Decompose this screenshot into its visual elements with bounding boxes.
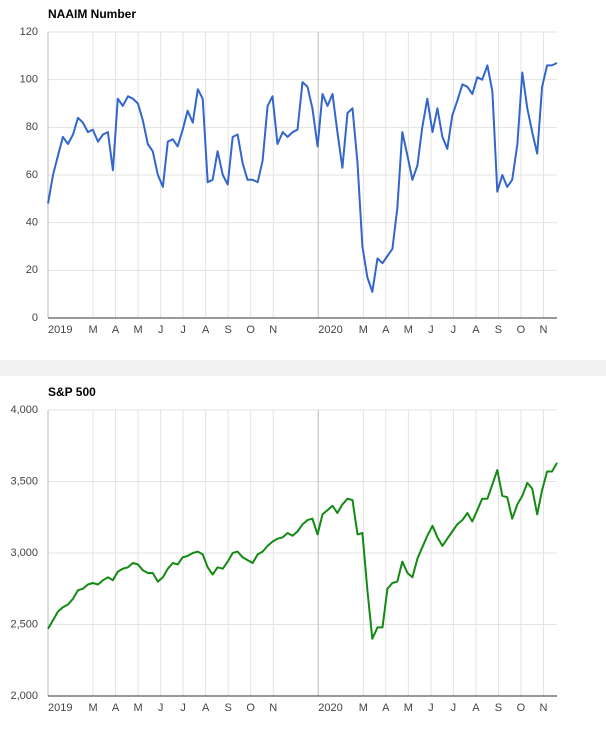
x-tick-label: M	[404, 702, 413, 714]
line	[47, 62, 558, 293]
x-tick-label: M	[88, 702, 97, 714]
x-tick-label: J	[428, 702, 434, 714]
x-tick-label: M	[88, 324, 97, 336]
y-tick-label: 20	[26, 264, 38, 276]
x-tick-label: J	[180, 324, 186, 336]
panel	[0, 376, 606, 742]
x-tick-label: M	[404, 324, 413, 336]
x-tick-label: M	[134, 324, 143, 336]
x-tick-label: A	[202, 702, 210, 714]
chart-title: S&P 500	[48, 385, 96, 399]
x-tick-label: J	[428, 324, 434, 336]
y-tick-label: 4,000	[10, 404, 38, 416]
y-tick-label: 120	[20, 26, 38, 38]
x-tick-label: S	[225, 324, 232, 336]
x-tick-label: A	[382, 702, 390, 714]
x-tick-label: A	[382, 324, 390, 336]
x-tick-label: M	[359, 324, 368, 336]
line	[47, 462, 558, 640]
x-tick-label: M	[359, 702, 368, 714]
y-tick-label: 40	[26, 217, 38, 229]
x-tick-label: S	[495, 324, 502, 336]
x-tick-label: 2019	[48, 324, 72, 336]
y-tick-label: 0	[32, 312, 38, 324]
y-tick-label: 3,500	[10, 475, 38, 487]
chart-title: NAAIM Number	[48, 7, 136, 21]
x-tick-label: M	[134, 702, 143, 714]
y-tick-label: 60	[26, 169, 38, 181]
y-tick-label: 3,000	[10, 547, 38, 559]
x-tick-label: A	[112, 702, 120, 714]
y-tick-label: 2,500	[10, 618, 38, 630]
x-tick-label: J	[451, 702, 457, 714]
x-tick-label: O	[517, 324, 526, 336]
x-tick-label: A	[472, 324, 480, 336]
x-tick-label: N	[540, 324, 548, 336]
x-tick-label: O	[246, 324, 255, 336]
x-tick-label: O	[246, 702, 255, 714]
x-tick-label: J	[451, 324, 457, 336]
x-tick-label: J	[180, 702, 186, 714]
y-tick-label: 2,000	[10, 690, 38, 702]
x-tick-label: A	[472, 702, 480, 714]
x-tick-label: 2019	[48, 702, 72, 714]
y-tick-label: 80	[26, 121, 38, 133]
x-tick-label: O	[517, 702, 526, 714]
x-tick-label: A	[112, 324, 120, 336]
x-tick-label: J	[158, 702, 164, 714]
x-tick-label: N	[540, 702, 548, 714]
x-tick-label: N	[269, 702, 277, 714]
x-tick-label: S	[225, 702, 232, 714]
x-tick-label: 2020	[318, 324, 342, 336]
x-tick-label: S	[495, 702, 502, 714]
x-tick-label: 2020	[318, 702, 342, 714]
y-tick-label: 100	[20, 74, 38, 86]
x-tick-label: J	[158, 324, 164, 336]
x-tick-label: N	[269, 324, 277, 336]
x-tick-label: A	[202, 324, 210, 336]
panel	[0, 0, 606, 360]
